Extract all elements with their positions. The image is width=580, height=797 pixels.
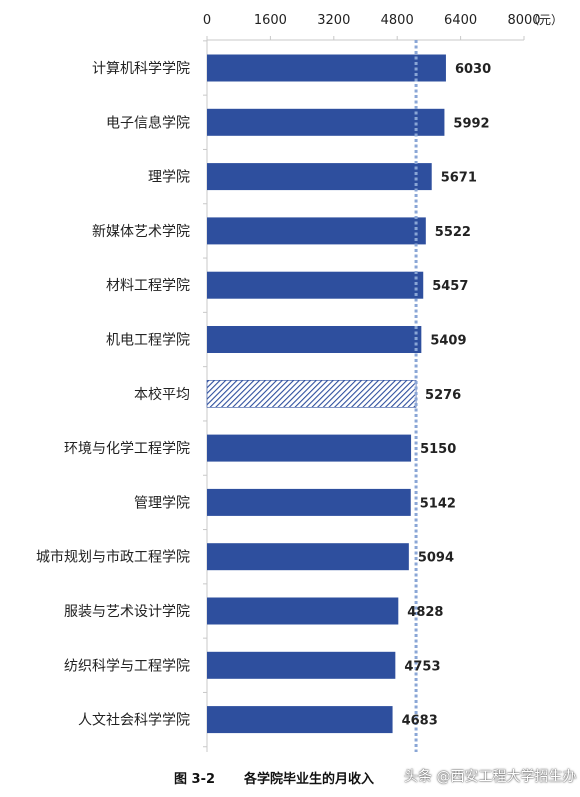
data-label: 5992 xyxy=(453,116,489,131)
x-tick-label: 6400 xyxy=(444,13,477,28)
bar xyxy=(207,597,399,625)
category-label: 纺织科学与工程学院 xyxy=(64,658,190,674)
bar xyxy=(207,54,446,82)
bar xyxy=(207,488,411,516)
watermark: 头条 @西安工程大学招生办 xyxy=(404,769,577,785)
data-label: 6030 xyxy=(455,62,491,77)
caption-number: 图 3-2 xyxy=(174,772,216,787)
x-tick-label: 1600 xyxy=(254,13,287,28)
data-label: 5094 xyxy=(418,551,454,566)
data-label: 5457 xyxy=(432,279,468,294)
bar xyxy=(207,651,396,679)
caption-title: 各学院毕业生的月收入 xyxy=(244,772,375,787)
category-label: 电子信息学院 xyxy=(106,114,190,131)
figure-caption: 图 3-2 各学院毕业生的月收入 xyxy=(0,768,580,790)
bar xyxy=(207,163,432,191)
bar-chart: 0 1600 3200 4800 6400 8000（元） 计算机科学学院 6030 电子信息… xyxy=(36,13,563,752)
x-tick-label: 4800 xyxy=(381,13,414,28)
category-label: 环境与化学工程学院 xyxy=(64,441,190,457)
data-label: 5671 xyxy=(441,171,477,186)
category-label: 计算机科学学院 xyxy=(92,61,190,77)
data-label: 5276 xyxy=(425,388,461,403)
bar xyxy=(207,271,424,299)
bar xyxy=(207,217,426,245)
data-label: 4683 xyxy=(402,714,438,729)
data-label: 5142 xyxy=(420,496,456,511)
category-label: 服装与艺术设计学院 xyxy=(64,604,190,620)
category-label: 材料工程学院 xyxy=(106,278,190,294)
category-label: 人文社会科学学院 xyxy=(78,713,190,729)
bar-average xyxy=(206,379,417,408)
bar xyxy=(207,108,445,136)
bar xyxy=(207,326,422,353)
category-label: 新媒体艺术学院 xyxy=(92,224,190,240)
x-tick-label: 3200 xyxy=(317,13,350,28)
x-axis-unit: （元） xyxy=(527,13,563,27)
bar xyxy=(207,706,393,734)
category-label: 管理学院 xyxy=(134,495,190,511)
bar xyxy=(207,434,412,462)
category-label: 机电工程学院 xyxy=(106,333,190,349)
bar xyxy=(207,543,409,571)
data-label: 4753 xyxy=(404,659,440,674)
x-tick-label: 8000 xyxy=(507,13,540,28)
category-label: 城市规划与市政工程学院 xyxy=(36,549,190,566)
category-label: 本校平均 xyxy=(134,386,190,403)
data-label: 5522 xyxy=(435,225,471,240)
x-tick-label: 0 xyxy=(203,13,211,28)
data-label: 5409 xyxy=(430,334,466,349)
data-label: 4828 xyxy=(407,605,443,620)
data-label: 5150 xyxy=(420,442,456,457)
category-label: 理学院 xyxy=(148,170,190,186)
